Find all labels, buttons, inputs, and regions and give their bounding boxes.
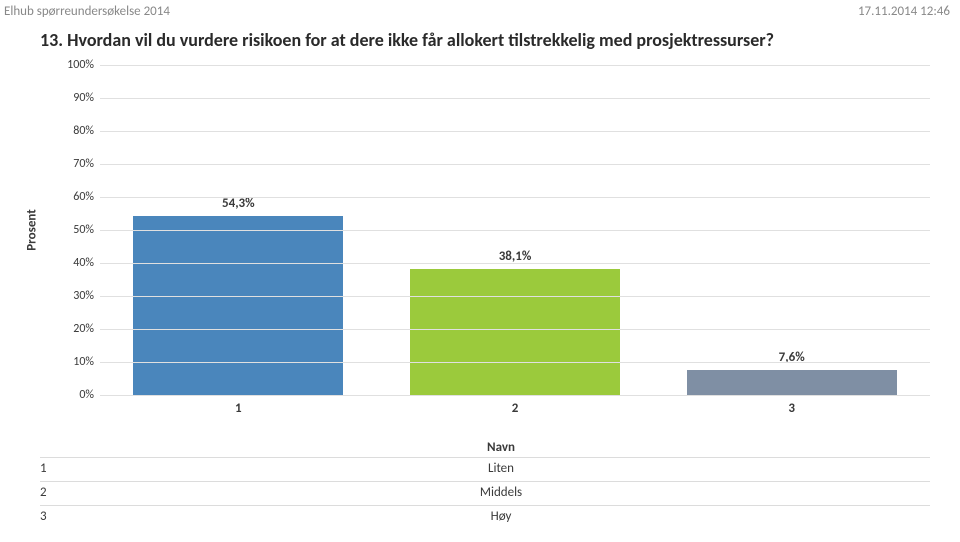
y-tick: 100%: [67, 58, 94, 72]
header-timestamp: 17.11.2014 12:46: [858, 4, 950, 19]
y-tick: 80%: [73, 124, 94, 138]
y-tick: 20%: [73, 322, 94, 336]
grid-line: [100, 131, 930, 132]
x-category-label: 1: [100, 401, 377, 416]
legend-header-name: Navn: [72, 440, 930, 457]
legend-header-blank: [40, 440, 72, 457]
plot-area: 54,3% 38,1% 7,6%: [100, 65, 930, 395]
bar-chart: Prosent 0%10%20%30%40%50%60%70%80%90%100…: [0, 65, 960, 395]
y-tick: 10%: [73, 355, 94, 369]
grid-line: [100, 230, 930, 231]
legend-header-row: Navn: [40, 440, 930, 457]
y-tick: 50%: [73, 223, 94, 237]
x-category-label: 3: [653, 401, 930, 416]
grid-line: [100, 98, 930, 99]
y-axis-label-wrap: Prosent: [38, 65, 58, 395]
x-category-label: 2: [377, 401, 654, 416]
legend-row: 3Høy: [40, 505, 930, 529]
bar: 54,3%: [133, 216, 343, 395]
legend-row-name: Middels: [72, 485, 930, 502]
y-tick: 0%: [79, 388, 94, 402]
legend-table: Navn 1Liten2Middels3Høy: [0, 416, 960, 529]
bar-value-label: 54,3%: [133, 196, 343, 211]
x-axis-categories: 123: [0, 395, 960, 416]
legend-row-number: 2: [40, 485, 72, 502]
y-axis-label: Prosent: [25, 209, 40, 250]
grid-line: [100, 296, 930, 297]
legend-row-name: Liten: [72, 461, 930, 478]
question-title: 13. Hvordan vil du vurdere risikoen for …: [0, 19, 960, 65]
grid-line: [100, 164, 930, 165]
y-tick: 30%: [73, 289, 94, 303]
legend-row: 2Middels: [40, 481, 930, 505]
y-tick: 90%: [73, 91, 94, 105]
grid-line: [100, 329, 930, 330]
legend-row-number: 1: [40, 461, 72, 478]
grid-line: [100, 263, 930, 264]
grid-line: [100, 395, 930, 396]
survey-name: Elhub spørreundersøkelse 2014: [4, 4, 170, 19]
y-tick: 70%: [73, 157, 94, 171]
grid-line: [100, 362, 930, 363]
legend-row-name: Høy: [72, 509, 930, 526]
bar: 7,6%: [687, 370, 897, 395]
legend-row-number: 3: [40, 509, 72, 526]
legend-row: 1Liten: [40, 457, 930, 481]
y-tick: 40%: [73, 256, 94, 270]
page-header: Elhub spørreundersøkelse 2014 17.11.2014…: [0, 0, 960, 19]
grid-line: [100, 65, 930, 66]
bar: 38,1%: [410, 269, 620, 395]
y-axis-ticks: 0%10%20%30%40%50%60%70%80%90%100%: [58, 65, 100, 395]
grid-line: [100, 197, 930, 198]
y-tick: 60%: [73, 190, 94, 204]
